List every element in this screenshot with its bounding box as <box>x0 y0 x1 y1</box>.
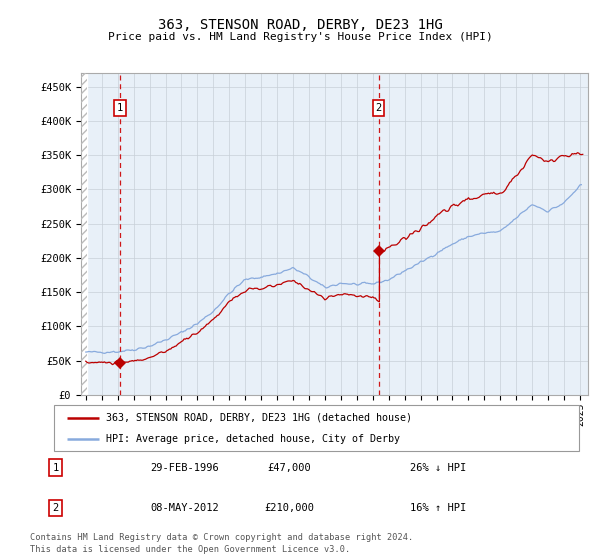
Text: 16% ↑ HPI: 16% ↑ HPI <box>410 503 466 513</box>
Text: Price paid vs. HM Land Registry's House Price Index (HPI): Price paid vs. HM Land Registry's House … <box>107 32 493 43</box>
Text: 2: 2 <box>53 503 59 513</box>
Text: £210,000: £210,000 <box>264 503 314 513</box>
Text: 1: 1 <box>53 463 59 473</box>
Bar <box>81 73 87 395</box>
Text: HPI: Average price, detached house, City of Derby: HPI: Average price, detached house, City… <box>107 434 401 444</box>
Text: 1: 1 <box>117 103 123 113</box>
Text: 26% ↓ HPI: 26% ↓ HPI <box>410 463 466 473</box>
Text: 363, STENSON ROAD, DERBY, DE23 1HG: 363, STENSON ROAD, DERBY, DE23 1HG <box>158 18 442 32</box>
Text: 08-MAY-2012: 08-MAY-2012 <box>151 503 220 513</box>
Bar <box>81 73 87 395</box>
FancyBboxPatch shape <box>54 405 579 451</box>
Text: £47,000: £47,000 <box>267 463 311 473</box>
Text: 29-FEB-1996: 29-FEB-1996 <box>151 463 220 473</box>
Text: 363, STENSON ROAD, DERBY, DE23 1HG (detached house): 363, STENSON ROAD, DERBY, DE23 1HG (deta… <box>107 413 413 423</box>
Text: Contains HM Land Registry data © Crown copyright and database right 2024.
This d: Contains HM Land Registry data © Crown c… <box>30 533 413 554</box>
Text: 2: 2 <box>376 103 382 113</box>
